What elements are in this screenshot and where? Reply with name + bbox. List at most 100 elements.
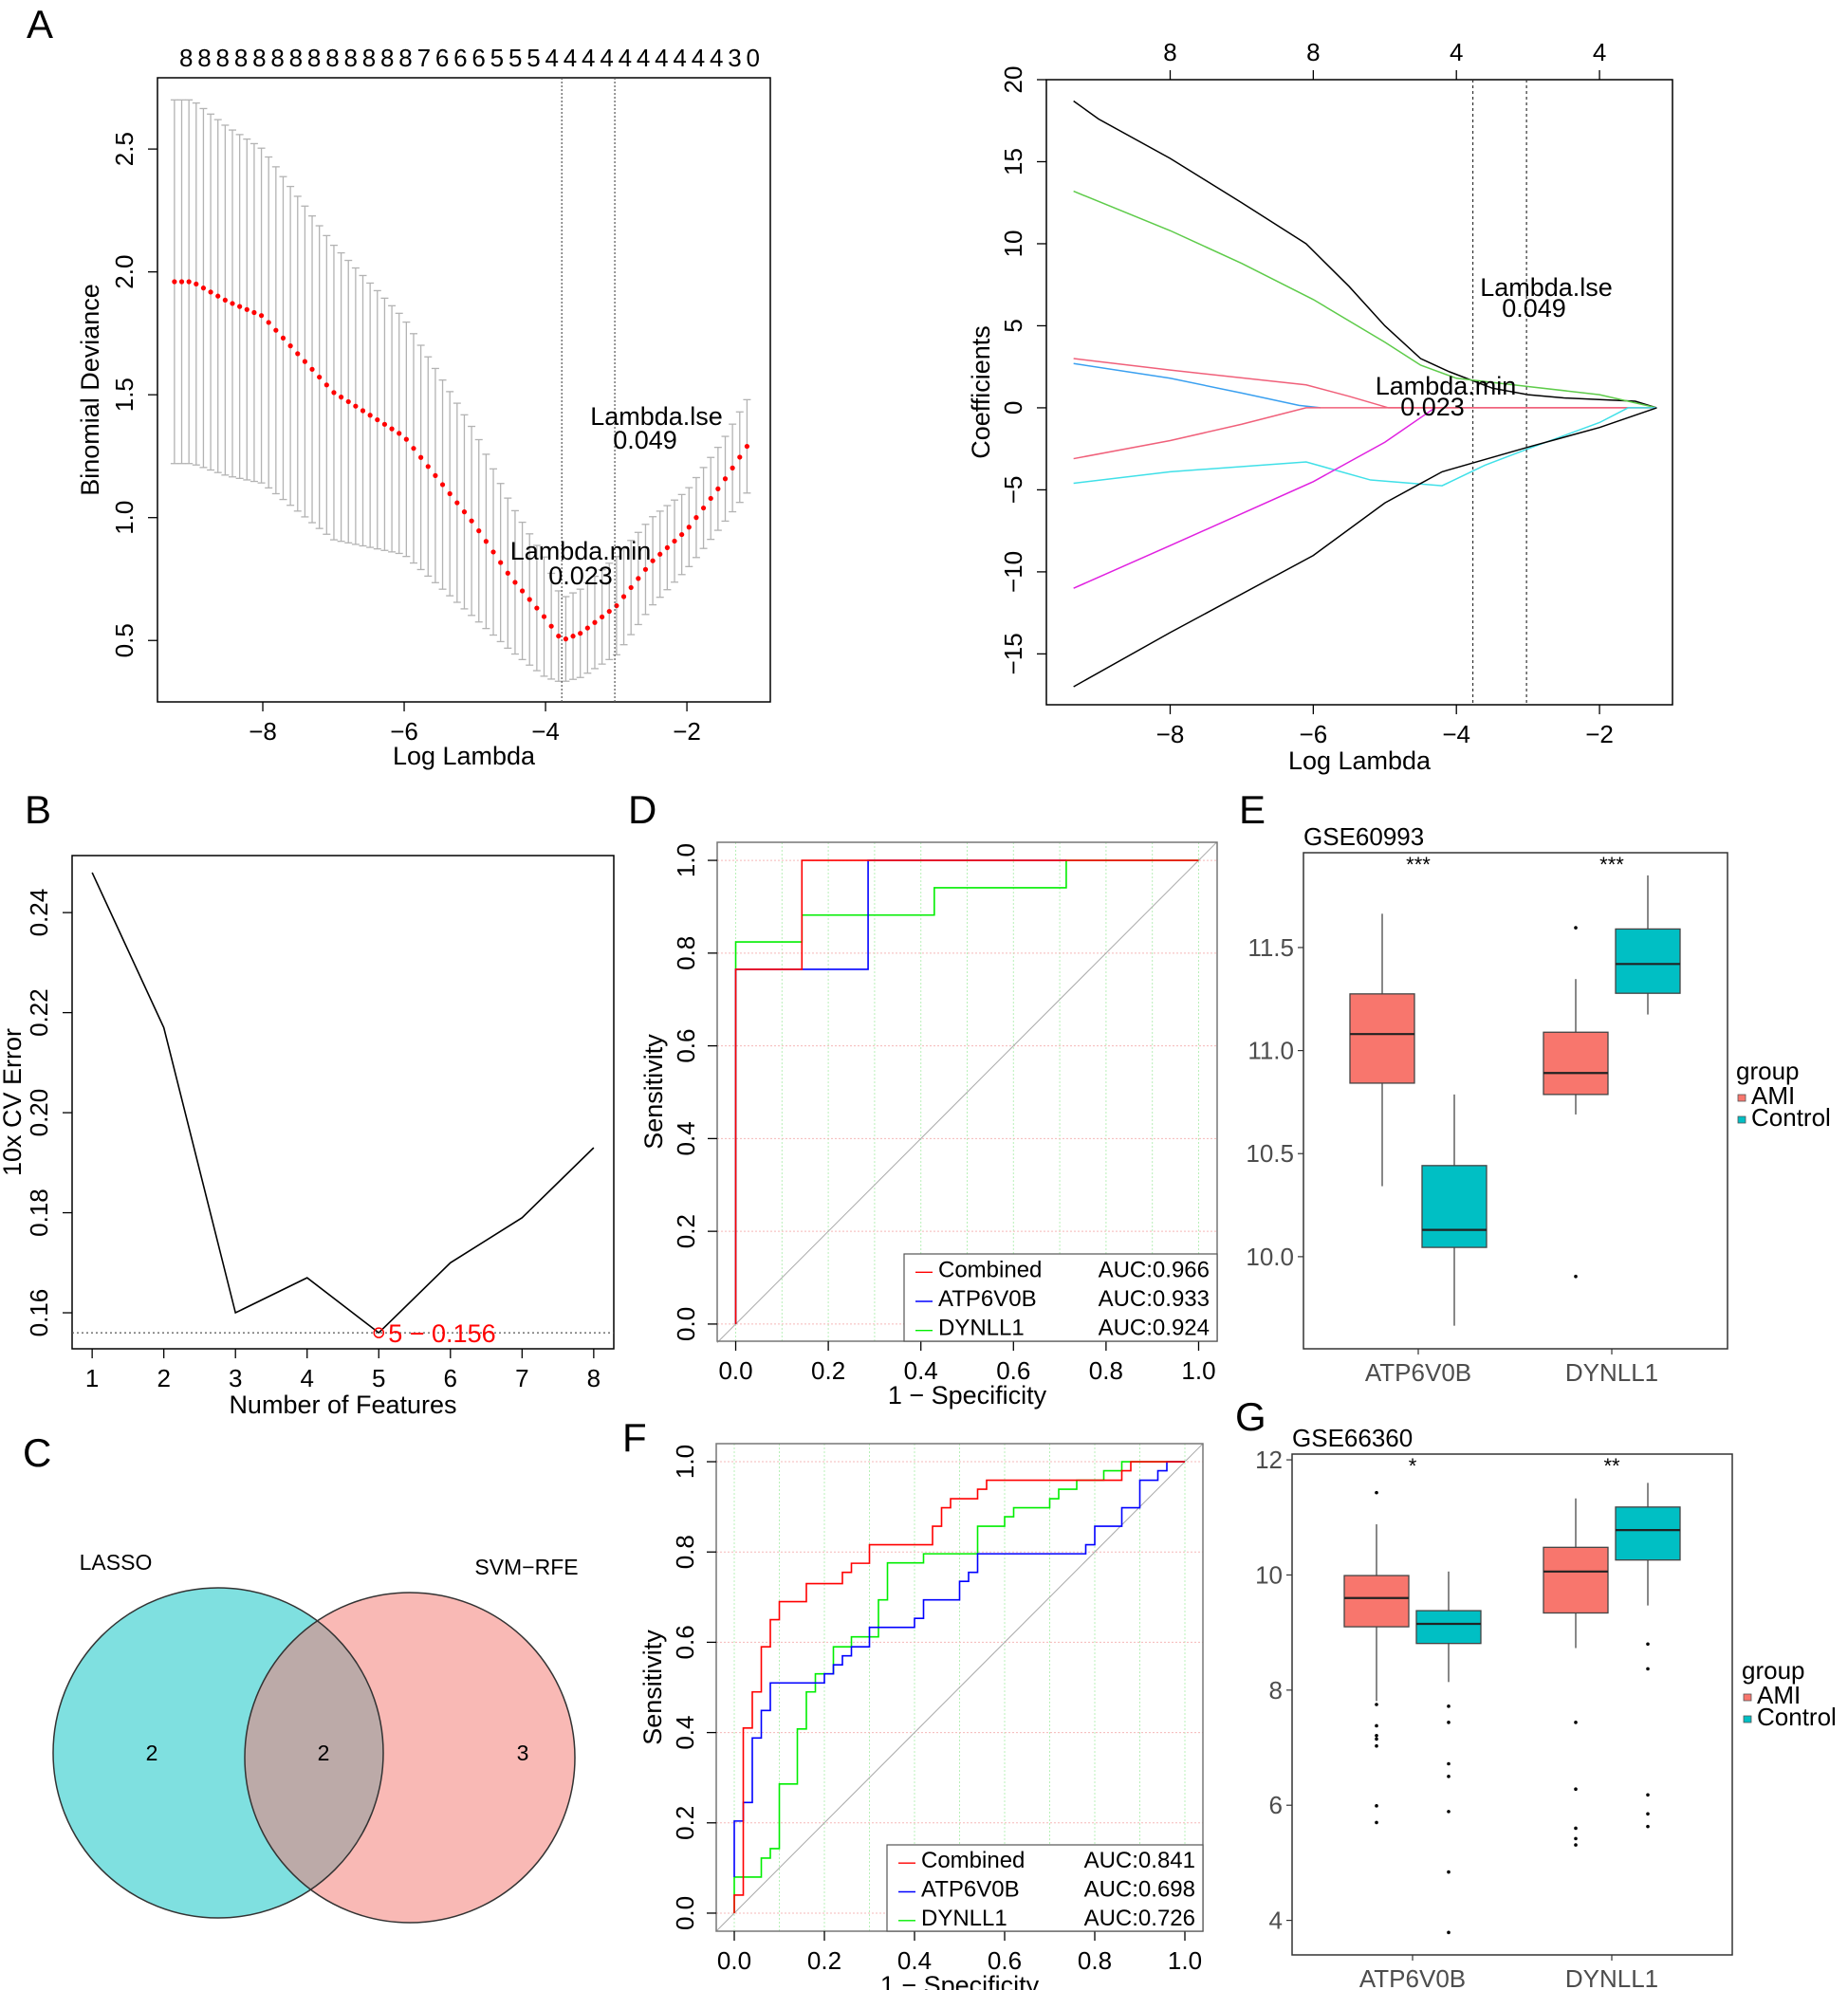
y-tick-label: 1.0 <box>672 843 700 877</box>
x-tick-label: 2 <box>157 1364 170 1392</box>
mean-deviance-point <box>628 584 634 591</box>
outlier-point <box>1375 1804 1378 1808</box>
chance-diagonal <box>716 841 1217 1343</box>
mean-deviance-point <box>556 633 562 639</box>
x-tick-label: 5 <box>372 1364 385 1392</box>
x-tick-label: −8 <box>249 717 277 746</box>
lambda-lse-value: 0.049 <box>613 426 677 454</box>
x-tick-label: 4 <box>301 1364 314 1392</box>
mean-deviance-point <box>657 551 663 557</box>
mean-deviance-point <box>541 614 547 619</box>
lambda-lse-label: Lambda.lse <box>1480 273 1613 302</box>
x-tick-label: −8 <box>1156 720 1185 748</box>
legend-auc-value: AUC:0.933 <box>1099 1286 1210 1312</box>
mean-deviance-point <box>425 464 431 470</box>
legend-auc-value: AUC:0.924 <box>1099 1316 1210 1341</box>
y-axis-title: Coefficients <box>967 325 995 459</box>
mean-deviance-point <box>178 279 185 285</box>
roc-legend: Combined AUC:0.966 ATP6V0B AUC:0.933 DYNLL1 A… <box>903 1253 1218 1342</box>
y-tick-label: 0.6 <box>671 1625 699 1659</box>
coefficient-path <box>1073 407 1657 487</box>
lambda-min-label: Lambda.min <box>510 537 652 565</box>
mean-deviance-point <box>548 623 554 629</box>
x-tick-label: −4 <box>1442 720 1470 748</box>
iqr-box <box>1415 1610 1482 1645</box>
legend-auc-value: AUC:0.698 <box>1084 1877 1195 1903</box>
legend-label: Control <box>1757 1703 1837 1731</box>
outlier-point <box>1574 1826 1578 1831</box>
roc-curve-combined <box>733 1461 1185 1913</box>
x-tick-label: 0.0 <box>717 1946 751 1975</box>
y-axis-title: 10x CV Error <box>0 1028 27 1176</box>
y-tick-label: 10 <box>999 230 1027 258</box>
mean-deviance-point <box>483 539 489 544</box>
top-tick-label: 8 <box>1306 38 1320 66</box>
mean-deviance-point <box>578 631 583 636</box>
x-tick-label: 1.0 <box>1168 1946 1202 1975</box>
coefficient-path <box>1073 407 1657 460</box>
box-atp6v0b-control <box>1421 1094 1488 1326</box>
mean-deviance-point <box>664 544 670 550</box>
plot-frame <box>1045 79 1673 706</box>
box-dynll1-control <box>1615 1483 1681 1829</box>
legend-series-name: ATP6V0B <box>938 1286 1037 1312</box>
y-tick-label: 0 <box>999 401 1027 415</box>
mean-deviance-point <box>636 576 641 581</box>
y-tick-label: 0.22 <box>25 988 53 1037</box>
y-axis-title: Sensitivity <box>638 1630 667 1745</box>
mean-deviance-point <box>505 570 510 576</box>
mean-deviance-point <box>700 505 707 511</box>
iqr-box <box>1615 928 1681 994</box>
legend-auc-value: AUC:0.726 <box>1084 1906 1195 1931</box>
y-tick-label: 0.4 <box>672 1121 700 1155</box>
coefficient-path <box>1073 362 1321 409</box>
venn-count-svm-rfe-only: 3 <box>517 1741 529 1765</box>
mean-deviance-point <box>447 490 453 497</box>
mean-deviance-point <box>512 580 518 585</box>
x-tick-label: DYNLL1 <box>1565 1358 1658 1387</box>
y-tick-label: 8 <box>1269 1676 1283 1704</box>
y-tick-label: 0.8 <box>672 936 700 970</box>
mean-deviance-point <box>708 495 713 502</box>
boxplot-gse60993: GSE60993 10.0 10.5 11.0 11.5 ATP6V0B *** DYNLL1… <box>1246 822 1830 1387</box>
mean-deviance-point <box>200 286 207 291</box>
x-tick-label: ATP6V0B <box>1365 1358 1471 1387</box>
x-tick-label: 3 <box>229 1364 242 1392</box>
mean-deviance-point <box>715 486 721 491</box>
x-tick-label: 0.2 <box>807 1946 841 1975</box>
box-atp6v0b-ami <box>1343 1490 1410 1825</box>
mean-deviance-point <box>498 560 504 565</box>
mean-deviance-point <box>527 597 532 602</box>
coefficient-path <box>1073 100 1657 409</box>
x-tick-label: 1 <box>85 1364 99 1392</box>
outlier-point <box>1447 1704 1451 1708</box>
roc-chart-gse66360: 0.0 0.2 0.4 0.6 0.8 1.0 0.0 0.2 0.4 0.6 0.8 1.0 1 − … <box>638 1443 1204 1990</box>
venn-intersection <box>245 1593 383 1918</box>
top-tick-label: 4 <box>1450 38 1463 66</box>
y-tick-label: 10.5 <box>1246 1139 1294 1168</box>
outlier-point <box>1375 1743 1378 1748</box>
y-tick-label: 0.2 <box>672 1214 700 1248</box>
panel-label-e: E <box>1239 787 1266 832</box>
mean-deviance-point <box>737 454 743 460</box>
y-tick-label: 15 <box>999 148 1027 175</box>
venn-diagram: LASSO SVM−RFE 2 2 3 <box>52 1550 579 1924</box>
x-tick-label: 0.0 <box>718 1356 752 1385</box>
x-tick-label: 0.4 <box>904 1356 938 1385</box>
x-tick-label: −6 <box>1300 720 1328 748</box>
legend-title: group <box>1736 1057 1800 1085</box>
outlier-point <box>1646 1793 1650 1797</box>
venn-outline-svm-rfe <box>244 1592 576 1924</box>
outlier-point <box>1447 1930 1451 1935</box>
x-tick-label: −2 <box>1585 720 1614 748</box>
y-axis-title: Sensitivity <box>639 1034 668 1150</box>
mean-deviance-point <box>744 443 750 450</box>
mean-deviance-point <box>672 538 677 544</box>
box-dynll1-control <box>1615 875 1681 1015</box>
legend-title: group <box>1742 1656 1805 1685</box>
y-tick-label: 0.18 <box>25 1188 53 1237</box>
legend-auc-value: AUC:0.841 <box>1084 1848 1195 1873</box>
mean-deviance-point <box>686 525 692 530</box>
lambda-min-label: Lambda.min <box>1376 372 1517 400</box>
